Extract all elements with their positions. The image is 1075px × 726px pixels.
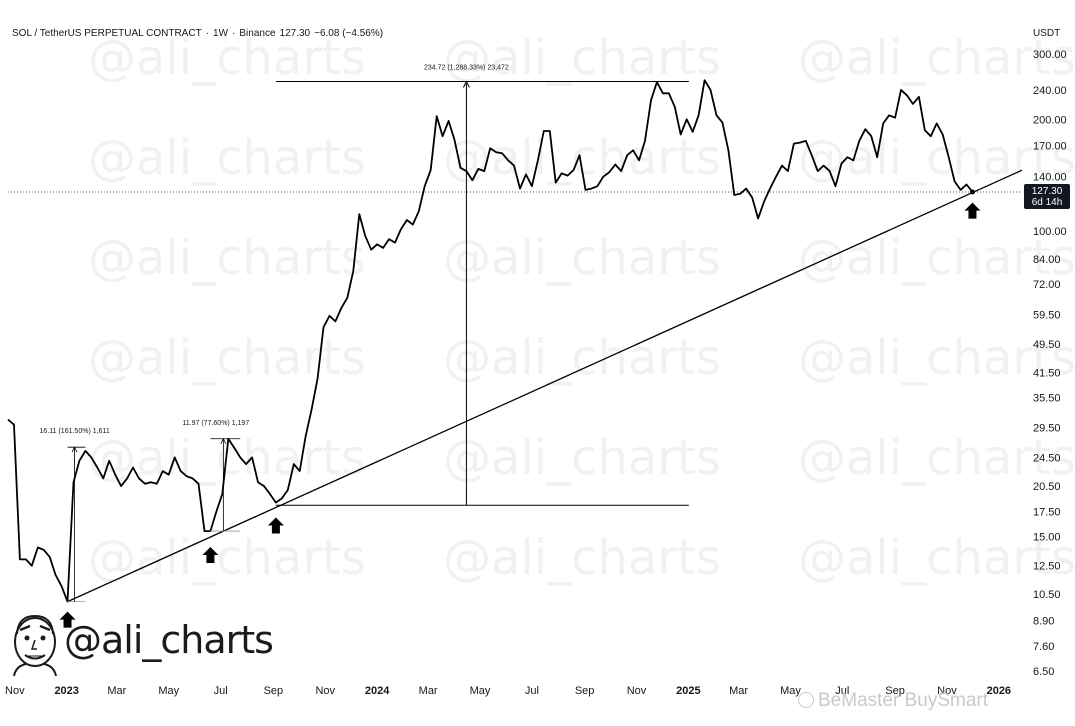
y-tick-label: 7.60 bbox=[1033, 641, 1054, 653]
x-tick-label: Nov bbox=[5, 685, 25, 697]
price-change: −6.08 (−4.56%) bbox=[314, 28, 384, 39]
footer-watermark-text: BeMaster BuySmart bbox=[818, 690, 988, 711]
support-trendline bbox=[67, 169, 1023, 603]
y-tick-label: 12.50 bbox=[1033, 561, 1061, 573]
range-annotation-label: 11.97 (77.60%) 1,197 bbox=[182, 420, 249, 427]
y-tick-label: 72.00 bbox=[1033, 279, 1061, 291]
y-tick-label: 100.00 bbox=[1033, 226, 1067, 238]
y-tick-label: 300.00 bbox=[1033, 49, 1067, 61]
x-tick-label: 2023 bbox=[54, 685, 78, 697]
x-tick-label: May bbox=[470, 685, 491, 697]
x-tick-label: Nov bbox=[627, 685, 647, 697]
x-tick-label: Sep bbox=[885, 685, 905, 697]
x-tick-label: Jul bbox=[835, 685, 849, 697]
y-tick-label: 24.50 bbox=[1033, 452, 1061, 464]
symbol-label: SOL / TetherUS PERPETUAL CONTRACT bbox=[12, 28, 202, 39]
footer-watermark: BeMaster BuySmart bbox=[798, 690, 988, 712]
x-tick-label: 2025 bbox=[676, 685, 700, 697]
x-tick-label: May bbox=[158, 685, 179, 697]
price-line bbox=[7, 79, 974, 603]
interval-label[interactable]: 1W bbox=[213, 28, 229, 39]
x-tick-label: Mar bbox=[107, 685, 126, 697]
y-tick-label: 20.50 bbox=[1033, 481, 1061, 493]
last-price: 127.30 bbox=[279, 28, 311, 39]
x-tick-label: Nov bbox=[937, 685, 957, 697]
y-tick-label: 8.90 bbox=[1033, 615, 1054, 627]
x-tick-label: 2026 bbox=[987, 685, 1011, 697]
x-tick-label: Nov bbox=[315, 685, 335, 697]
up-arrow-icon bbox=[267, 517, 284, 534]
x-tick-label: Sep bbox=[575, 685, 595, 697]
range-arrow-head bbox=[71, 446, 78, 453]
y-tick-label: 59.50 bbox=[1033, 309, 1061, 321]
range-annotation-label: 234.72 (1,288.33%) 23,472 bbox=[424, 64, 509, 71]
exchange-label: Binance bbox=[239, 28, 276, 39]
logo-handle: @ali_charts bbox=[64, 618, 274, 662]
y-tick-label: 15.00 bbox=[1033, 531, 1061, 543]
range-arrow-head bbox=[462, 80, 470, 88]
chart-header: SOL / TetherUS PERPETUAL CONTRACT · 1W ·… bbox=[12, 28, 384, 39]
x-tick-label: Jul bbox=[214, 685, 228, 697]
y-tick-label: 29.50 bbox=[1033, 422, 1061, 434]
y-tick-label: 49.50 bbox=[1033, 339, 1061, 351]
y-tick-label: 84.00 bbox=[1033, 254, 1061, 266]
y-tick-label: 200.00 bbox=[1033, 114, 1067, 126]
currency-label: USDT bbox=[1033, 28, 1061, 39]
badge-countdown: 6d 14h bbox=[1031, 197, 1063, 208]
y-tick-label: 35.50 bbox=[1033, 393, 1061, 405]
x-tick-label: 2024 bbox=[365, 685, 390, 697]
badge-price: 127.30 bbox=[1031, 186, 1063, 197]
y-tick-label: 140.00 bbox=[1033, 172, 1067, 184]
up-arrow-icon bbox=[964, 202, 981, 219]
up-arrow-icon bbox=[202, 547, 219, 564]
x-tick-label: Mar bbox=[419, 685, 438, 697]
x-tick-label: May bbox=[780, 685, 801, 697]
avatar-face-icon bbox=[13, 614, 57, 677]
last-price-dot bbox=[969, 189, 975, 195]
y-tick-label: 41.50 bbox=[1033, 367, 1061, 379]
y-tick-label: 240.00 bbox=[1033, 85, 1067, 97]
brand-logo: @ali_charts bbox=[8, 604, 274, 677]
range-arrow-head bbox=[220, 437, 227, 444]
y-tick-label: 17.50 bbox=[1033, 507, 1061, 519]
x-tick-label: Jul bbox=[525, 685, 539, 697]
up-arrow-icon bbox=[59, 611, 76, 628]
bemaster-logo-icon bbox=[798, 692, 814, 708]
x-tick-label: Mar bbox=[729, 685, 748, 697]
y-tick-label: 170.00 bbox=[1033, 140, 1067, 152]
y-tick-label: 6.50 bbox=[1033, 666, 1054, 678]
x-tick-label: Sep bbox=[264, 685, 284, 697]
y-tick-label: 10.50 bbox=[1033, 589, 1061, 601]
last-price-badge: 127.30 6d 14h bbox=[1024, 184, 1070, 209]
range-annotation-label: 16.11 (161.50%) 1,611 bbox=[40, 428, 110, 435]
